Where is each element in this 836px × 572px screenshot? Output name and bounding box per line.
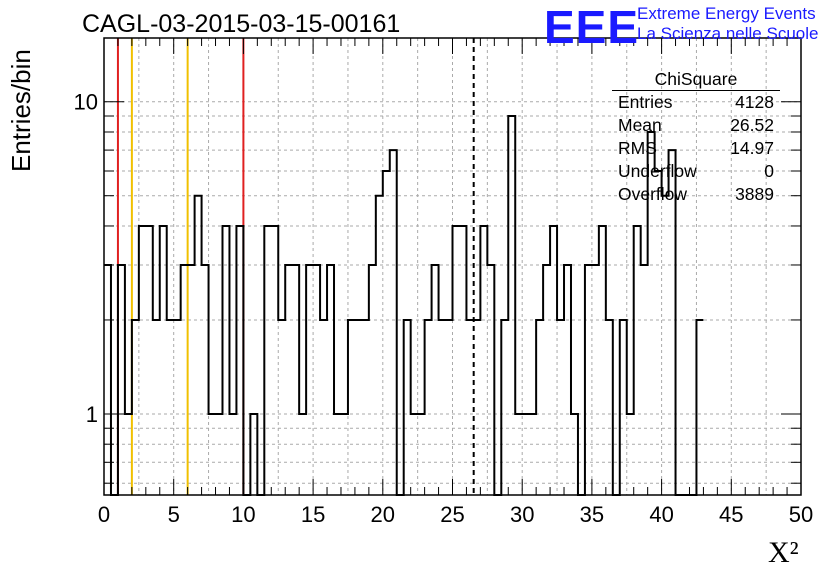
stats-row-entries: Entries 4128 [612, 91, 780, 114]
y-tick-label: 10 [74, 90, 98, 115]
stats-label: Entries [618, 92, 673, 112]
x-tick-label: 35 [580, 502, 604, 527]
logo-line-2: La Scienza nelle Scuole [637, 24, 819, 43]
stats-row-mean: Mean 26.52 [612, 114, 780, 137]
stats-value: 4128 [735, 92, 774, 112]
stats-label: Mean [618, 115, 662, 135]
chart-title: CAGL-03-2015-03-15-00161 [82, 10, 401, 38]
stats-row-underflow: Underflow 0 [612, 160, 780, 183]
stats-label: Underflow [618, 161, 697, 181]
stats-label: Overflow [618, 184, 688, 204]
stats-row-overflow: Overflow 3889 [612, 183, 780, 206]
stats-title: ChiSquare [612, 68, 780, 91]
x-tick-label: 20 [371, 502, 395, 527]
eee-logo: EEE [544, 1, 640, 53]
x-tick-label: 25 [440, 502, 464, 527]
x-tick-label: 50 [789, 502, 813, 527]
stats-row-rms: RMS 14.97 [612, 137, 780, 160]
x-tick-label: 15 [301, 502, 325, 527]
x-tick-label: 30 [510, 502, 534, 527]
x-tick-label: 40 [649, 502, 673, 527]
stats-value: 26.52 [730, 115, 774, 135]
stats-value: 3889 [735, 184, 774, 204]
y-axis-label: Entries/bin [6, 49, 36, 172]
logo-line-1: Extreme Energy Events [637, 4, 816, 23]
stats-value: 0 [764, 161, 774, 181]
histogram-series [104, 115, 704, 496]
stats-box: ChiSquare Entries 4128 Mean 26.52 RMS 14… [612, 68, 780, 206]
x-tick-label: 45 [719, 502, 743, 527]
x-tick-label: 10 [231, 502, 255, 527]
x-tick-label: 5 [168, 502, 180, 527]
x-tick-label: 0 [98, 502, 110, 527]
stats-value: 14.97 [730, 138, 774, 158]
x-axis-label: X² [768, 536, 799, 569]
stats-label: RMS [618, 138, 657, 158]
y-tick-label: 1 [86, 402, 98, 427]
